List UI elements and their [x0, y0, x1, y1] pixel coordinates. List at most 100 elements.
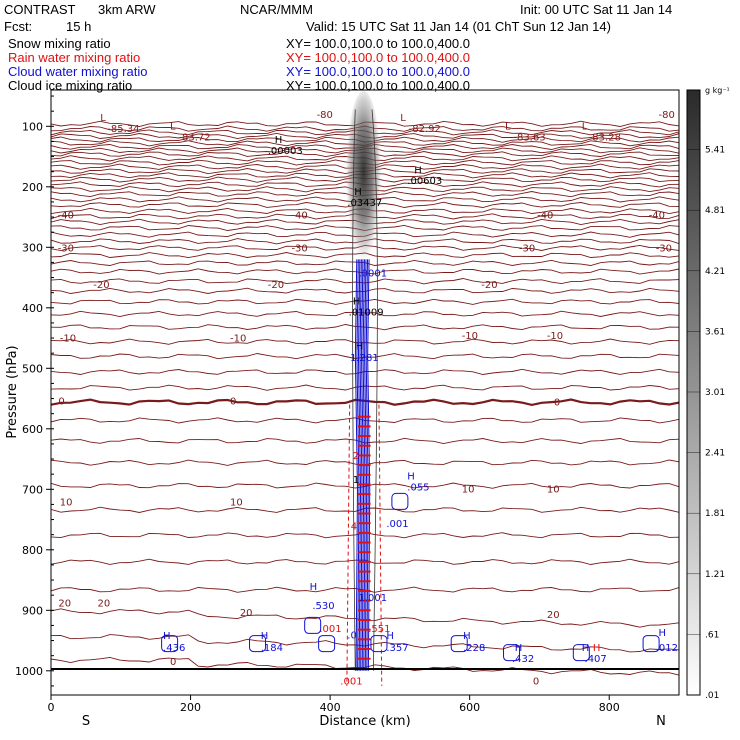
temperature-label: 20 — [240, 608, 253, 619]
temperature-label: -30 — [58, 243, 74, 254]
y-tick-label: 700 — [22, 483, 43, 496]
cloud-water-cell — [318, 635, 336, 653]
y-tick-label: 900 — [22, 604, 43, 617]
y-tick-label: 200 — [22, 181, 43, 194]
temperature-label: -20 — [481, 280, 497, 291]
extremum-label: 1.281 — [350, 353, 379, 364]
extremum-label: .530 — [312, 601, 334, 612]
extremum-label: .00003 — [268, 146, 303, 157]
temperature-label: -10 — [230, 333, 246, 344]
colorbar-gradient — [686, 89, 701, 696]
extremum-label: H — [463, 631, 471, 642]
extremum-label: .357 — [386, 643, 408, 654]
temperature-label: 0 — [554, 398, 560, 409]
x-axis-title: Distance (km) — [319, 714, 410, 729]
y-tick-label: 500 — [22, 362, 43, 375]
temperature-label: 10 — [547, 485, 560, 496]
colorbar-label: .01 — [705, 691, 719, 701]
temperature-label: 0 — [58, 396, 64, 407]
cloud-water-cell — [304, 616, 322, 634]
extremum-label: -82.92 — [409, 124, 441, 135]
field-cloudice-name: Cloud ice mixing ratio — [8, 78, 133, 93]
rain-outline — [346, 404, 383, 686]
x-tick-label: 200 — [180, 701, 201, 714]
cloud-water-cell — [391, 492, 409, 510]
extremum-label: H — [515, 643, 523, 654]
temperature-label: -80 — [317, 110, 333, 121]
isotherm-line — [51, 417, 679, 424]
extremum-label: 4 — [351, 522, 357, 533]
extremum-label: H — [582, 643, 590, 654]
x-tick-label: 400 — [320, 701, 341, 714]
extremum-label: H — [593, 643, 601, 654]
cloud-water-contour — [359, 259, 363, 671]
colorbar-label: 3.01 — [705, 388, 725, 398]
y-tick-label: 1000 — [15, 665, 43, 678]
extremum-label: -83.72 — [178, 133, 210, 144]
temperature-label: 10 — [462, 485, 475, 496]
extremum-label: L — [582, 122, 588, 133]
isotherm-line — [51, 268, 679, 275]
colorbar-label: 4.81 — [705, 206, 725, 216]
cloud-water-cell — [642, 635, 660, 653]
isotherm-line — [51, 278, 679, 285]
field-rain-xy: XY= 100.0,100.0 to 100.0,400.0 — [286, 50, 470, 65]
colorbar-label: 3.61 — [705, 327, 725, 337]
temperature-label: -40 — [291, 211, 307, 222]
fcst-value: 15 h — [66, 19, 92, 34]
colorbar-label: .61 — [705, 630, 719, 640]
cloud-water-contour — [361, 259, 365, 671]
extrema-labels: L-85.34 L-83.72L-82.92 L-83.63L-83.28H.000… — [100, 113, 678, 687]
extremum-label: .03437 — [347, 198, 382, 209]
temperature-label: 20 — [97, 598, 110, 609]
extremum-label: H — [310, 582, 318, 593]
colorbar-label: 5.41 — [705, 146, 725, 156]
x-end-label-south: S — [82, 714, 90, 729]
extremum-label: H — [356, 341, 364, 352]
resolution: 3km ARW — [98, 2, 156, 17]
temperature-label: 20 — [58, 598, 71, 609]
field-cloudwater-name: Cloud water mixing ratio — [8, 64, 148, 79]
extremum-label: .432 — [512, 654, 534, 665]
y-tick-label: 800 — [22, 544, 43, 557]
extremum-label: .0001 — [358, 269, 387, 280]
colorbar-label: 2.41 — [705, 449, 725, 459]
extremum-label: H — [261, 631, 269, 642]
temperature-label: -10 — [462, 331, 478, 342]
y-tick-label: 400 — [22, 302, 43, 315]
extremum-label: .012 — [656, 643, 678, 654]
colorbar-unit: g kg⁻¹ — [705, 86, 730, 95]
temperature-label: 0 — [533, 676, 539, 687]
field-snow-name: Snow mixing ratio — [8, 36, 111, 51]
extremum-label: .00603 — [407, 176, 442, 187]
y-tick-label: 600 — [22, 423, 43, 436]
fcst-label: Fcst: — [4, 19, 33, 34]
cloud-water-contour — [354, 259, 358, 671]
temperature-label: 0 — [230, 396, 236, 407]
isotherm-line — [51, 608, 679, 628]
cloud-water-cell — [572, 644, 590, 662]
temperature-label: -40 — [649, 211, 665, 222]
cloud-water-contour — [362, 259, 366, 671]
extremum-label: .001 — [386, 519, 408, 530]
extremum-label: -83.28 — [589, 133, 621, 144]
temperature-label: -80 — [658, 110, 674, 121]
cloud-water-cell — [370, 635, 388, 653]
field-snow-xy: XY= 100.0,100.0 to 100.0,400.0 — [286, 36, 470, 51]
field-cloudwater-xy: XY= 100.0,100.0 to 100.0,400.0 — [286, 64, 470, 79]
ice-outline-left — [352, 109, 356, 671]
cloud-water-contour — [357, 259, 362, 671]
extremum-label: .228 — [463, 643, 485, 654]
temperature-label: -20 — [268, 280, 284, 291]
temperature-label: -30 — [291, 243, 307, 254]
temperature-label: -10 — [547, 331, 563, 342]
extremum-label: L — [170, 122, 176, 133]
cloud-water-contour — [365, 259, 369, 671]
cloud-water-contour — [356, 259, 360, 671]
field-rain-name: Rain water mixing ratio — [8, 50, 141, 65]
temperature-label: -40 — [58, 211, 74, 222]
extremum-label: 2 — [353, 451, 359, 462]
temperature-labels: -80 -80 -40 -40 -40 -40 -30 -30 -30 -30 -20 -20 -20 -… — [58, 110, 675, 687]
temperature-label: 10 — [60, 497, 73, 508]
extremum-label: L — [400, 113, 406, 124]
